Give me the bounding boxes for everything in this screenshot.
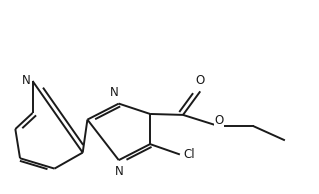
Text: O: O — [214, 114, 224, 127]
Text: O: O — [196, 74, 205, 87]
Text: N: N — [115, 165, 123, 178]
Text: N: N — [22, 74, 31, 87]
Text: Cl: Cl — [183, 148, 195, 161]
Text: N: N — [110, 86, 118, 99]
